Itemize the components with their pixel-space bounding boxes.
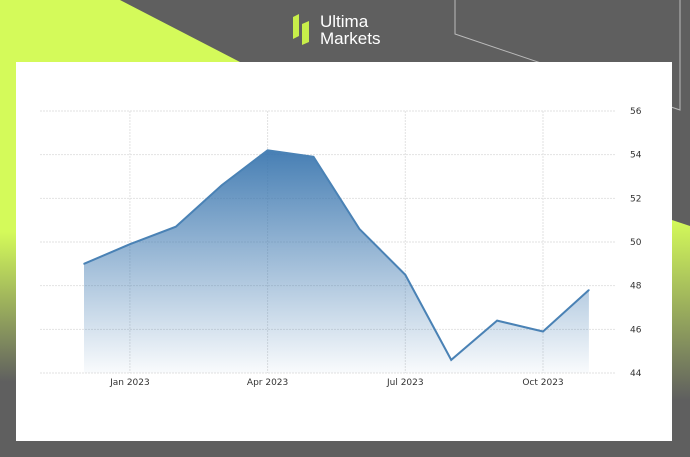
data-point (542, 330, 544, 333)
y-tick-label: 44 (630, 369, 642, 379)
x-tick-label: Jul 2023 (386, 378, 424, 388)
chart-card: 44 46 48 50 52 54 56 Jan 2023 Apr 2023 Jul 2023 Oc… (16, 62, 672, 441)
data-point (129, 243, 131, 245)
x-tick-label: Oct 2023 (522, 378, 563, 388)
data-point (83, 263, 85, 265)
y-tick-label: 56 (630, 107, 642, 117)
series-line (83, 149, 590, 362)
area-fill (84, 150, 589, 373)
ultima-markets-logo: Ultima Markets (291, 13, 380, 47)
y-tick-label: 54 (630, 151, 642, 161)
logo-line1: Ultima (320, 12, 369, 31)
y-tick-label: 48 (630, 282, 642, 292)
x-tick-label: Apr 2023 (247, 378, 288, 388)
data-point (266, 149, 269, 152)
logo-line2: Markets (320, 29, 381, 48)
data-point (220, 184, 223, 187)
area-chart: 44 46 48 50 52 54 56 Jan 2023 Apr 2023 Jul 2023 Oc… (40, 107, 642, 388)
y-tick-label: 52 (630, 194, 641, 204)
data-point (358, 228, 361, 230)
data-point (175, 225, 177, 228)
data-point (312, 156, 315, 158)
logo-mark-icon (293, 14, 309, 45)
data-point (404, 273, 407, 276)
y-tick-label: 46 (630, 325, 642, 335)
data-point (588, 289, 590, 291)
x-tick-label: Jan 2023 (109, 378, 150, 388)
data-point (496, 319, 498, 322)
y-tick-label: 50 (630, 238, 642, 248)
data-point (450, 359, 453, 361)
